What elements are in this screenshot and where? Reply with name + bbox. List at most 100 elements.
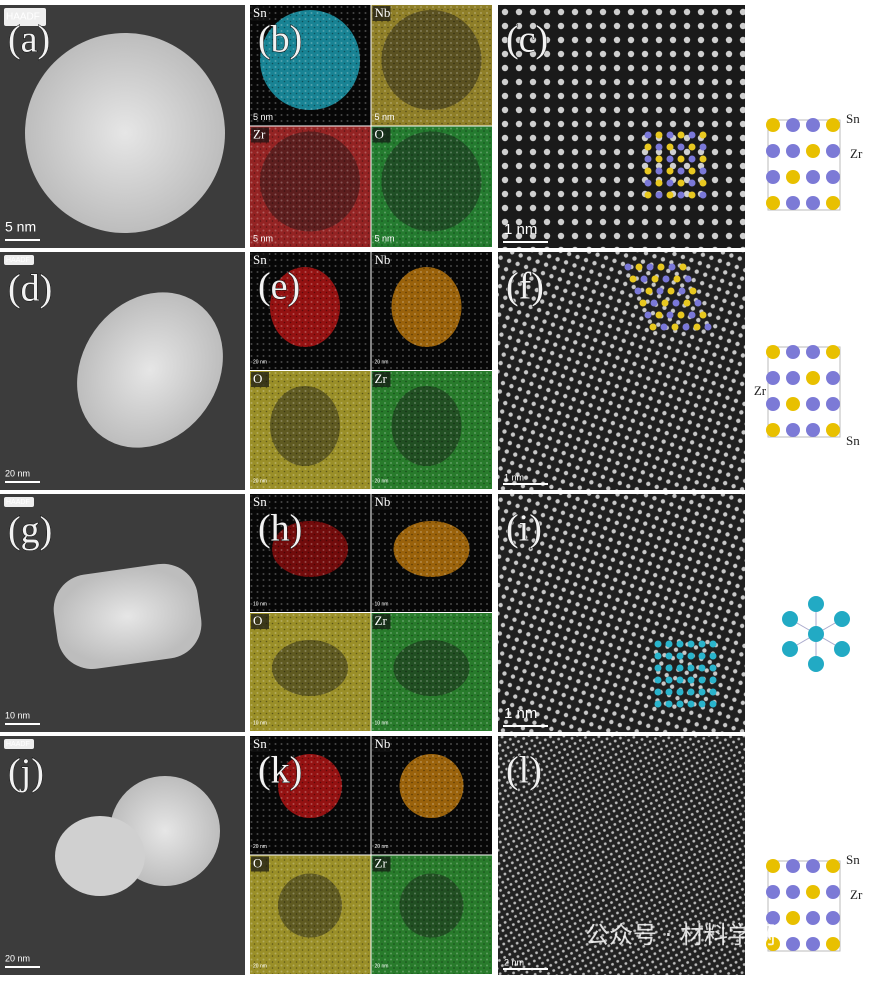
atom-overlay bbox=[699, 155, 707, 163]
particle bbox=[77, 292, 223, 448]
atom-overlay bbox=[676, 652, 684, 660]
map-noise bbox=[371, 252, 492, 370]
cell bbox=[767, 346, 841, 438]
badge-box bbox=[4, 255, 34, 265]
atom bbox=[766, 885, 780, 899]
atom-overlay bbox=[688, 191, 696, 199]
scale-label: 10 nm bbox=[5, 710, 30, 720]
atom-overlay bbox=[684, 275, 692, 283]
eds-map: Nb 10 nm bbox=[371, 494, 492, 612]
atom-overlay bbox=[678, 287, 686, 295]
atom-overlay bbox=[656, 287, 664, 295]
element-box bbox=[372, 856, 391, 872]
atom bbox=[766, 371, 780, 385]
badge: HAADF bbox=[6, 12, 40, 23]
atom-overlay bbox=[665, 652, 673, 660]
atom bbox=[826, 937, 840, 951]
eds-panel: Sn 5 nm Nb 5 nm Zr 5 nm O 5 nm (b) bbox=[250, 5, 492, 247]
atom-overlay bbox=[655, 179, 663, 187]
atom bbox=[766, 397, 780, 411]
eds-map: Sn 20 nm bbox=[250, 252, 371, 370]
element-box bbox=[372, 495, 391, 510]
element-box bbox=[251, 737, 269, 752]
atom-overlay bbox=[676, 676, 684, 684]
element-box bbox=[251, 856, 269, 872]
atom-overlay bbox=[644, 167, 652, 175]
atom-label: Zr bbox=[850, 887, 863, 902]
atom-overlay bbox=[698, 688, 706, 696]
atom-overlay bbox=[654, 700, 662, 708]
atom bbox=[806, 196, 820, 210]
atom-overlay bbox=[676, 700, 684, 708]
atom-overlay bbox=[688, 311, 696, 319]
element-label: Sn bbox=[253, 736, 267, 751]
atom-overlay bbox=[677, 131, 685, 139]
badge: HAADF bbox=[6, 499, 30, 506]
atom-overlay bbox=[688, 179, 696, 187]
atom-overlay bbox=[655, 155, 663, 163]
atom-overlay bbox=[683, 299, 691, 307]
atom-overlay bbox=[657, 263, 665, 271]
map-scale: 20 nm bbox=[375, 844, 389, 850]
atom-label: Sn bbox=[846, 852, 860, 867]
element-box bbox=[372, 6, 391, 21]
atom bbox=[806, 345, 820, 359]
map-noise bbox=[371, 494, 492, 612]
atom-overlay bbox=[687, 688, 695, 696]
scale-label: 20 nm bbox=[5, 468, 30, 478]
atom bbox=[782, 611, 798, 627]
atom-overlay bbox=[665, 676, 673, 684]
atom-overlay bbox=[677, 179, 685, 187]
atom-overlay bbox=[676, 664, 684, 672]
eds-map: Zr 10 nm bbox=[371, 613, 492, 731]
element-box bbox=[251, 253, 269, 268]
scale-label: 20 nm bbox=[5, 953, 30, 963]
atom-overlay bbox=[673, 275, 681, 283]
element-label: Zr bbox=[375, 855, 388, 870]
atom-overlay bbox=[666, 311, 674, 319]
element-box bbox=[251, 6, 269, 21]
map-noise bbox=[250, 613, 371, 731]
atom bbox=[806, 423, 820, 437]
atom bbox=[786, 371, 800, 385]
map-scale: 10 nm bbox=[253, 601, 267, 607]
badge: HAADF bbox=[6, 257, 30, 264]
atom-overlay bbox=[634, 287, 642, 295]
map-scale: 5 nm bbox=[253, 112, 273, 122]
atom-overlay bbox=[635, 263, 643, 271]
atom bbox=[826, 144, 840, 158]
map-noise bbox=[371, 855, 492, 974]
structure-panel bbox=[782, 596, 850, 672]
element-box bbox=[251, 127, 269, 143]
map-scale: 10 nm bbox=[375, 601, 389, 607]
atom bbox=[786, 196, 800, 210]
eds-map: Sn 20 nm bbox=[250, 736, 371, 855]
atom-overlay bbox=[688, 167, 696, 175]
atom-overlay bbox=[687, 700, 695, 708]
element-label: Nb bbox=[375, 494, 391, 509]
hrtem-panel: (c) 1 nm bbox=[498, 5, 745, 248]
atom-overlay bbox=[699, 143, 707, 151]
map-noise bbox=[371, 613, 492, 731]
map-noise bbox=[250, 126, 371, 247]
atom-overlay bbox=[654, 676, 662, 684]
atom-label: Zr bbox=[850, 146, 863, 161]
atom bbox=[826, 170, 840, 184]
atom-overlay bbox=[688, 131, 696, 139]
element-label: Zr bbox=[375, 371, 388, 386]
map-scale: 20 nm bbox=[375, 478, 389, 484]
map-scale: 5 nm bbox=[253, 233, 273, 243]
atom bbox=[808, 656, 824, 672]
atom-overlay bbox=[687, 640, 695, 648]
atom-overlay bbox=[694, 299, 702, 307]
atom bbox=[786, 345, 800, 359]
element-label: Sn bbox=[253, 252, 267, 267]
badge-box bbox=[4, 497, 34, 507]
atom bbox=[766, 196, 780, 210]
atom-overlay bbox=[655, 311, 663, 319]
atom-overlay bbox=[682, 323, 690, 331]
eds-map: Nb 20 nm bbox=[371, 736, 492, 855]
atom-overlay bbox=[655, 143, 663, 151]
element-box bbox=[372, 372, 391, 387]
